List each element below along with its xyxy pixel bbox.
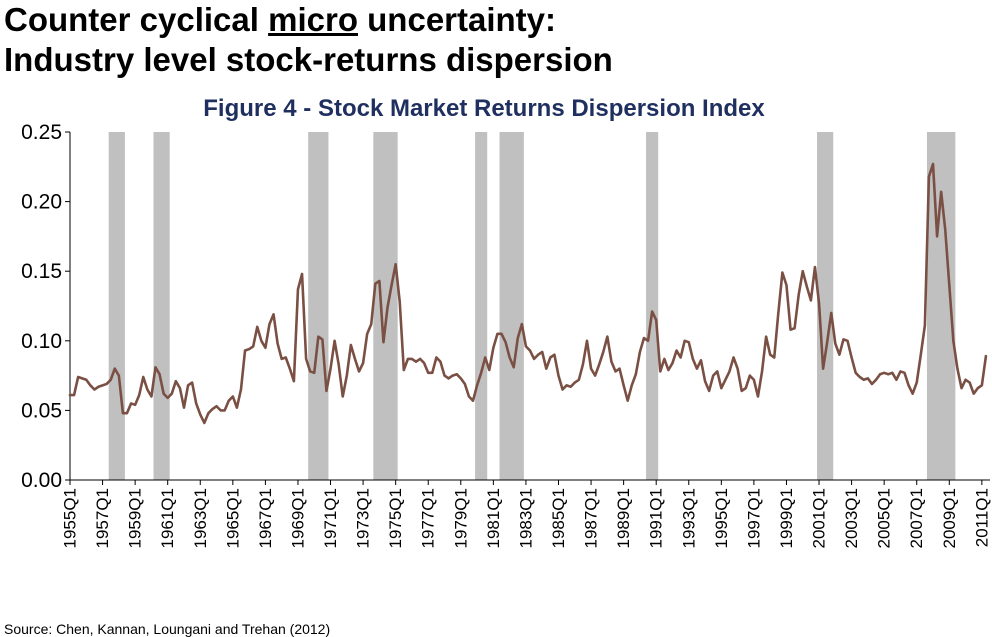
x-tick-label: 1965Q1 (223, 488, 242, 549)
y-axis-ticks: 0.00 0.05 0.10 0.15 0.20 0.25 (21, 121, 70, 492)
x-tick-label: 2003Q1 (842, 488, 861, 549)
x-tick-label: 1967Q1 (256, 488, 275, 549)
y-tick-label: 0.10 (21, 330, 62, 353)
recession-bands (108, 132, 956, 480)
x-tick-label: 1993Q1 (679, 488, 698, 549)
y-tick-label: 0.00 (21, 469, 62, 492)
x-tick-label: 1987Q1 (582, 488, 601, 549)
x-axis-ticks: 1955Q1 1957Q1 1959Q1 1961Q1 1963Q1 1965Q1 1967… (61, 480, 991, 549)
x-tick-label: 1969Q1 (288, 488, 307, 549)
x-tick-label: 1991Q1 (647, 488, 666, 549)
x-tick-label: 1959Q1 (126, 488, 145, 549)
x-tick-label: 1971Q1 (321, 488, 340, 549)
x-tick-label: 1979Q1 (451, 488, 470, 549)
recession-band-2 (153, 132, 170, 480)
x-tick-label: 1955Q1 (61, 488, 80, 549)
headline-line2: Industry level stock-returns dispersion (4, 41, 613, 78)
recession-band-7 (646, 132, 659, 480)
recession-band-3 (308, 132, 329, 480)
x-tick-label: 1989Q1 (614, 488, 633, 549)
x-tick-label: 1957Q1 (93, 488, 112, 549)
x-tick-label: 2011Q1 (972, 488, 991, 547)
x-tick-label: 1975Q1 (386, 488, 405, 549)
series-line-1 (68, 162, 988, 425)
x-tick-label: 1963Q1 (191, 488, 210, 549)
x-tick-label: 2005Q1 (875, 488, 894, 549)
x-tick-label: 2007Q1 (907, 488, 926, 549)
recession-band-1 (108, 132, 125, 480)
recession-band-5 (475, 132, 488, 480)
series-group (68, 162, 988, 425)
headline-line1-prefix: Counter cyclical (4, 1, 269, 38)
x-tick-label: 1995Q1 (712, 488, 731, 549)
chart-axes (69, 132, 990, 481)
x-tick-label: 1985Q1 (549, 488, 568, 549)
recession-band-6 (499, 132, 524, 480)
x-tick-label: 2001Q1 (810, 488, 829, 549)
x-tick-label: 1983Q1 (516, 488, 535, 549)
headline: Counter cyclical micro uncertainty: Indu… (4, 0, 613, 80)
x-tick-label: 2009Q1 (940, 488, 959, 549)
x-tick-label: 1961Q1 (158, 488, 177, 549)
chart-title: Figure 4 - Stock Market Returns Dispersi… (203, 95, 765, 122)
y-tick-label: 0.25 (21, 121, 62, 144)
source-note: Source: Chen, Kannan, Loungani and Treha… (4, 621, 331, 637)
headline-emphasis: micro (268, 1, 358, 38)
x-tick-label: 1997Q1 (744, 488, 763, 549)
dispersion-chart: Figure 4 - Stock Market Returns Dispersi… (21, 95, 991, 549)
y-tick-label: 0.05 (21, 399, 62, 422)
y-tick-label: 0.20 (21, 191, 62, 214)
headline-line1-suffix: uncertainty: (357, 1, 557, 38)
recession-band-8 (817, 132, 834, 480)
recession-band-4 (373, 132, 398, 480)
x-tick-label: 1977Q1 (419, 488, 438, 549)
x-tick-label: 1973Q1 (354, 488, 373, 549)
x-tick-label: 1999Q1 (777, 488, 796, 549)
x-tick-label: 1981Q1 (484, 488, 503, 549)
y-tick-label: 0.15 (21, 260, 62, 283)
